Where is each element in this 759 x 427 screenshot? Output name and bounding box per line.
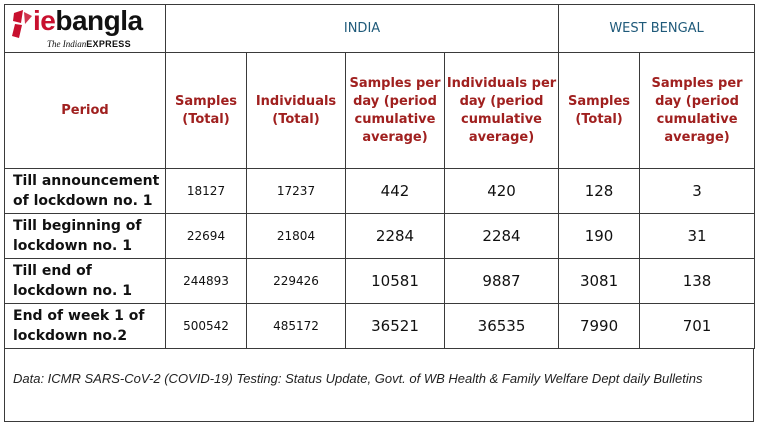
india-samples-cell: 244893 [165, 258, 247, 304]
column-header-india-samples-per-day: Samples per day (period cumulative avera… [345, 52, 445, 169]
wb-samples-per-day-cell: 701 [639, 303, 756, 349]
india-individuals-per-day-cell: 2284 [443, 213, 560, 259]
wb-samples-cell: 7990 [558, 303, 641, 349]
wb-samples-per-day-cell: 3 [639, 168, 756, 214]
data-table-figure: iebangla The IndianEXPRESS INDIA WEST BE… [4, 4, 756, 422]
logo-prefix: ie [33, 5, 56, 36]
column-header-india-samples-total: Samples (Total) [165, 52, 247, 169]
india-samples-cell: 500542 [165, 303, 247, 349]
india-samples-per-day-cell: 36521 [345, 303, 445, 349]
logo-wordmark: iebangla [33, 5, 143, 37]
table-row: End of week 1 of lockdown no.2 500542 48… [4, 303, 756, 349]
group-header-india: INDIA [164, 4, 560, 53]
logo-mark-icon [12, 10, 32, 38]
logo-cell: iebangla The IndianEXPRESS [4, 4, 166, 53]
india-individuals-cell: 21804 [246, 213, 346, 259]
tagline-prefix: The Indian [47, 39, 87, 49]
wb-samples-cell: 3081 [558, 258, 641, 304]
tagline-name: EXPRESS [86, 39, 131, 49]
india-samples-cell: 18127 [165, 168, 247, 214]
india-individuals-cell: 229426 [246, 258, 346, 304]
logo-tagline: The IndianEXPRESS [47, 39, 131, 49]
logo-name: bangla [55, 5, 143, 36]
india-samples-per-day-cell: 10581 [345, 258, 445, 304]
group-header-west-bengal: WEST BENGAL [558, 4, 756, 53]
india-individuals-per-day-cell: 36535 [443, 303, 560, 349]
wb-samples-per-day-cell: 138 [639, 258, 756, 304]
india-individuals-cell: 485172 [246, 303, 346, 349]
column-header-wb-samples-per-day: Samples per day (period cumulative avera… [639, 52, 756, 169]
period-cell: Till beginning of lockdown no. 1 [4, 213, 166, 259]
wb-samples-cell: 128 [558, 168, 641, 214]
india-samples-per-day-cell: 442 [345, 168, 445, 214]
india-individuals-per-day-cell: 9887 [443, 258, 560, 304]
table-row: Till end of lockdown no. 1 244893 229426… [4, 258, 756, 304]
column-header-india-individuals-total: Individuals (Total) [246, 52, 346, 169]
testing-table: iebangla The IndianEXPRESS INDIA WEST BE… [4, 4, 756, 349]
wb-samples-cell: 190 [558, 213, 641, 259]
period-cell: End of week 1 of lockdown no.2 [4, 303, 166, 349]
column-header-india-individuals-per-day: Individuals per day (period cumulative a… [443, 52, 560, 169]
wb-samples-per-day-cell: 31 [639, 213, 756, 259]
india-individuals-cell: 17237 [246, 168, 346, 214]
iebangla-logo: iebangla The IndianEXPRESS [11, 5, 161, 51]
period-cell: Till announcement of lockdown no. 1 [4, 168, 166, 214]
table-row: Till announcement of lockdown no. 1 1812… [4, 168, 756, 214]
footnote-box: Data: ICMR SARS-CoV-2 (COVID-19) Testing… [4, 348, 754, 422]
india-individuals-per-day-cell: 420 [443, 168, 560, 214]
period-cell: Till end of lockdown no. 1 [4, 258, 166, 304]
column-header-wb-samples-total: Samples (Total) [558, 52, 641, 169]
source-footnote: Data: ICMR SARS-CoV-2 (COVID-19) Testing… [13, 371, 703, 386]
column-header-period: Period [4, 52, 166, 169]
india-samples-per-day-cell: 2284 [345, 213, 445, 259]
table-row: Till beginning of lockdown no. 1 22694 2… [4, 213, 756, 259]
india-samples-cell: 22694 [165, 213, 247, 259]
